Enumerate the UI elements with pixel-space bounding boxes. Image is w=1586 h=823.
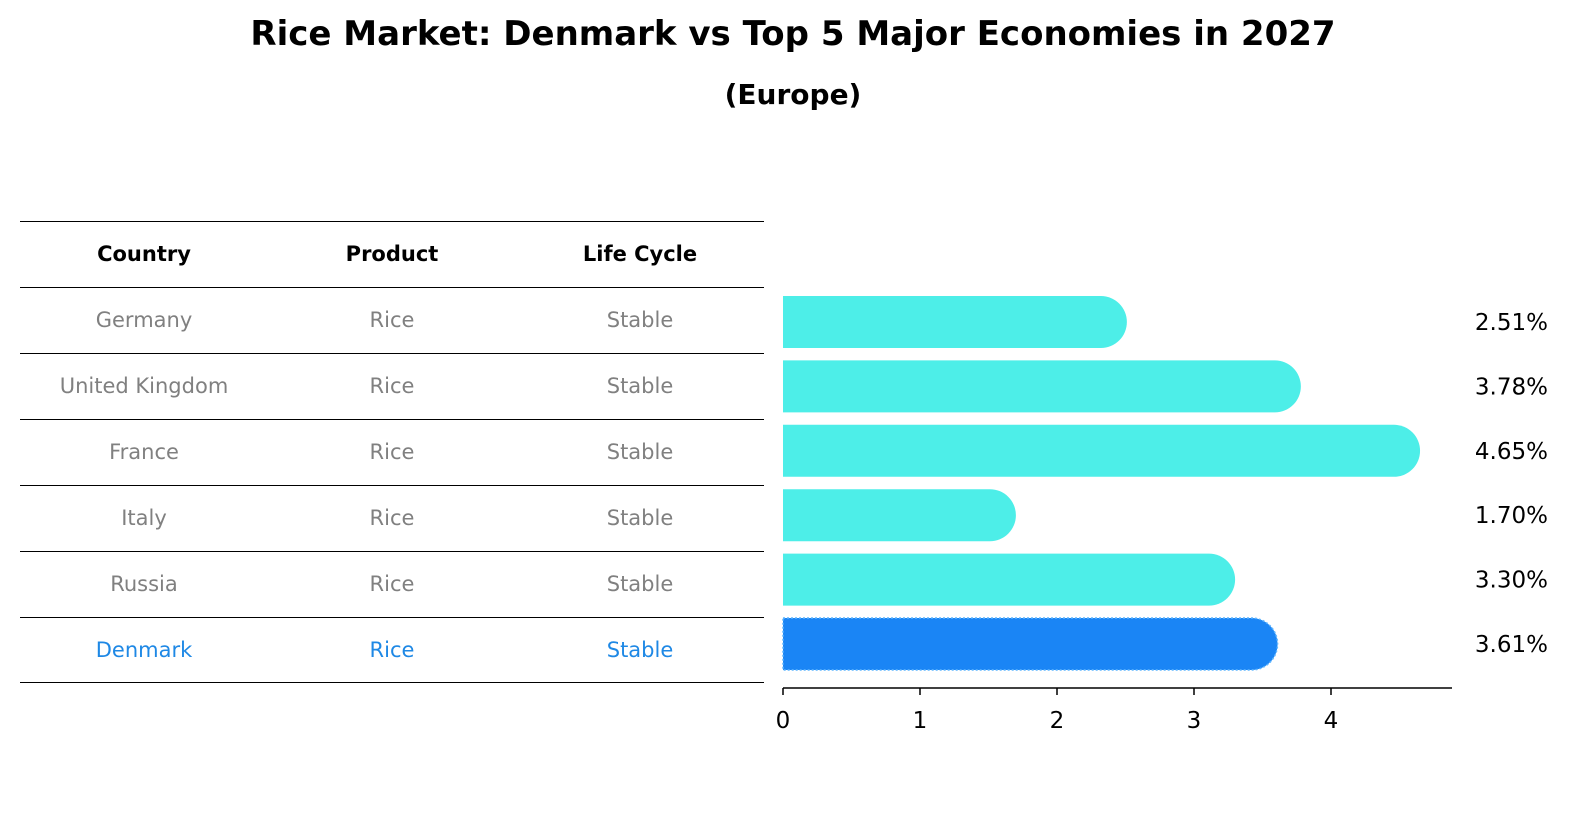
table-row: Russia Rice Stable — [20, 551, 764, 617]
chart-subtitle: (Europe) — [724, 78, 862, 111]
cell-life-cycle: Stable — [606, 374, 674, 398]
bar-russia — [783, 553, 1236, 606]
cell-product: Rice — [369, 572, 415, 596]
cell-life-cycle: Stable — [606, 572, 674, 596]
cell-country: Russia — [110, 572, 178, 596]
value-label: 1.70% — [1475, 503, 1548, 529]
value-label: 2.51% — [1475, 310, 1548, 336]
cell-product: Rice — [369, 638, 415, 662]
bar-united-kingdom — [783, 360, 1301, 413]
table-row: United Kingdom Rice Stable — [20, 353, 764, 419]
x-tick-label: 1 — [913, 708, 928, 734]
cell-product: Rice — [369, 506, 415, 530]
cell-country: Denmark — [95, 638, 193, 662]
data-table: Country Product Life Cycle Germany Rice … — [20, 221, 764, 683]
cell-life-cycle: Stable — [606, 440, 674, 464]
cell-product: Rice — [369, 308, 415, 332]
x-tick-label: 2 — [1050, 708, 1065, 734]
value-label: 3.61% — [1475, 632, 1548, 658]
x-tick-label: 4 — [1324, 708, 1339, 734]
value-label: 3.30% — [1475, 568, 1548, 594]
header-product: Product — [345, 242, 439, 266]
cell-life-cycle: Stable — [606, 308, 674, 332]
cell-country: United Kingdom — [59, 374, 229, 398]
header-country: Country — [97, 242, 191, 266]
table-row-highlight: Denmark Rice Stable — [20, 617, 764, 683]
cell-country: Germany — [95, 308, 193, 332]
bar-france — [783, 424, 1421, 477]
cell-country: France — [109, 440, 179, 464]
bar-germany — [783, 296, 1127, 348]
cell-life-cycle: Stable — [606, 506, 674, 530]
header-life-cycle: Life Cycle — [582, 242, 698, 266]
bar-denmark — [782, 617, 1279, 671]
cell-product: Rice — [369, 440, 415, 464]
cell-life-cycle: Stable — [606, 638, 674, 662]
value-label: 4.65% — [1475, 439, 1548, 465]
value-label: 3.78% — [1475, 374, 1548, 400]
table-row: Germany Rice Stable — [20, 287, 764, 353]
x-tick-label: 3 — [1187, 708, 1202, 734]
cell-country: Italy — [121, 506, 167, 530]
table-row: France Rice Stable — [20, 419, 764, 485]
bar-italy — [783, 489, 1016, 542]
table-row: Italy Rice Stable — [20, 485, 764, 551]
chart-title: Rice Market: Denmark vs Top 5 Major Econ… — [250, 14, 1336, 54]
cell-product: Rice — [369, 374, 415, 398]
x-tick-label: 0 — [776, 708, 791, 734]
table-header-row: Country Product Life Cycle — [20, 221, 764, 287]
